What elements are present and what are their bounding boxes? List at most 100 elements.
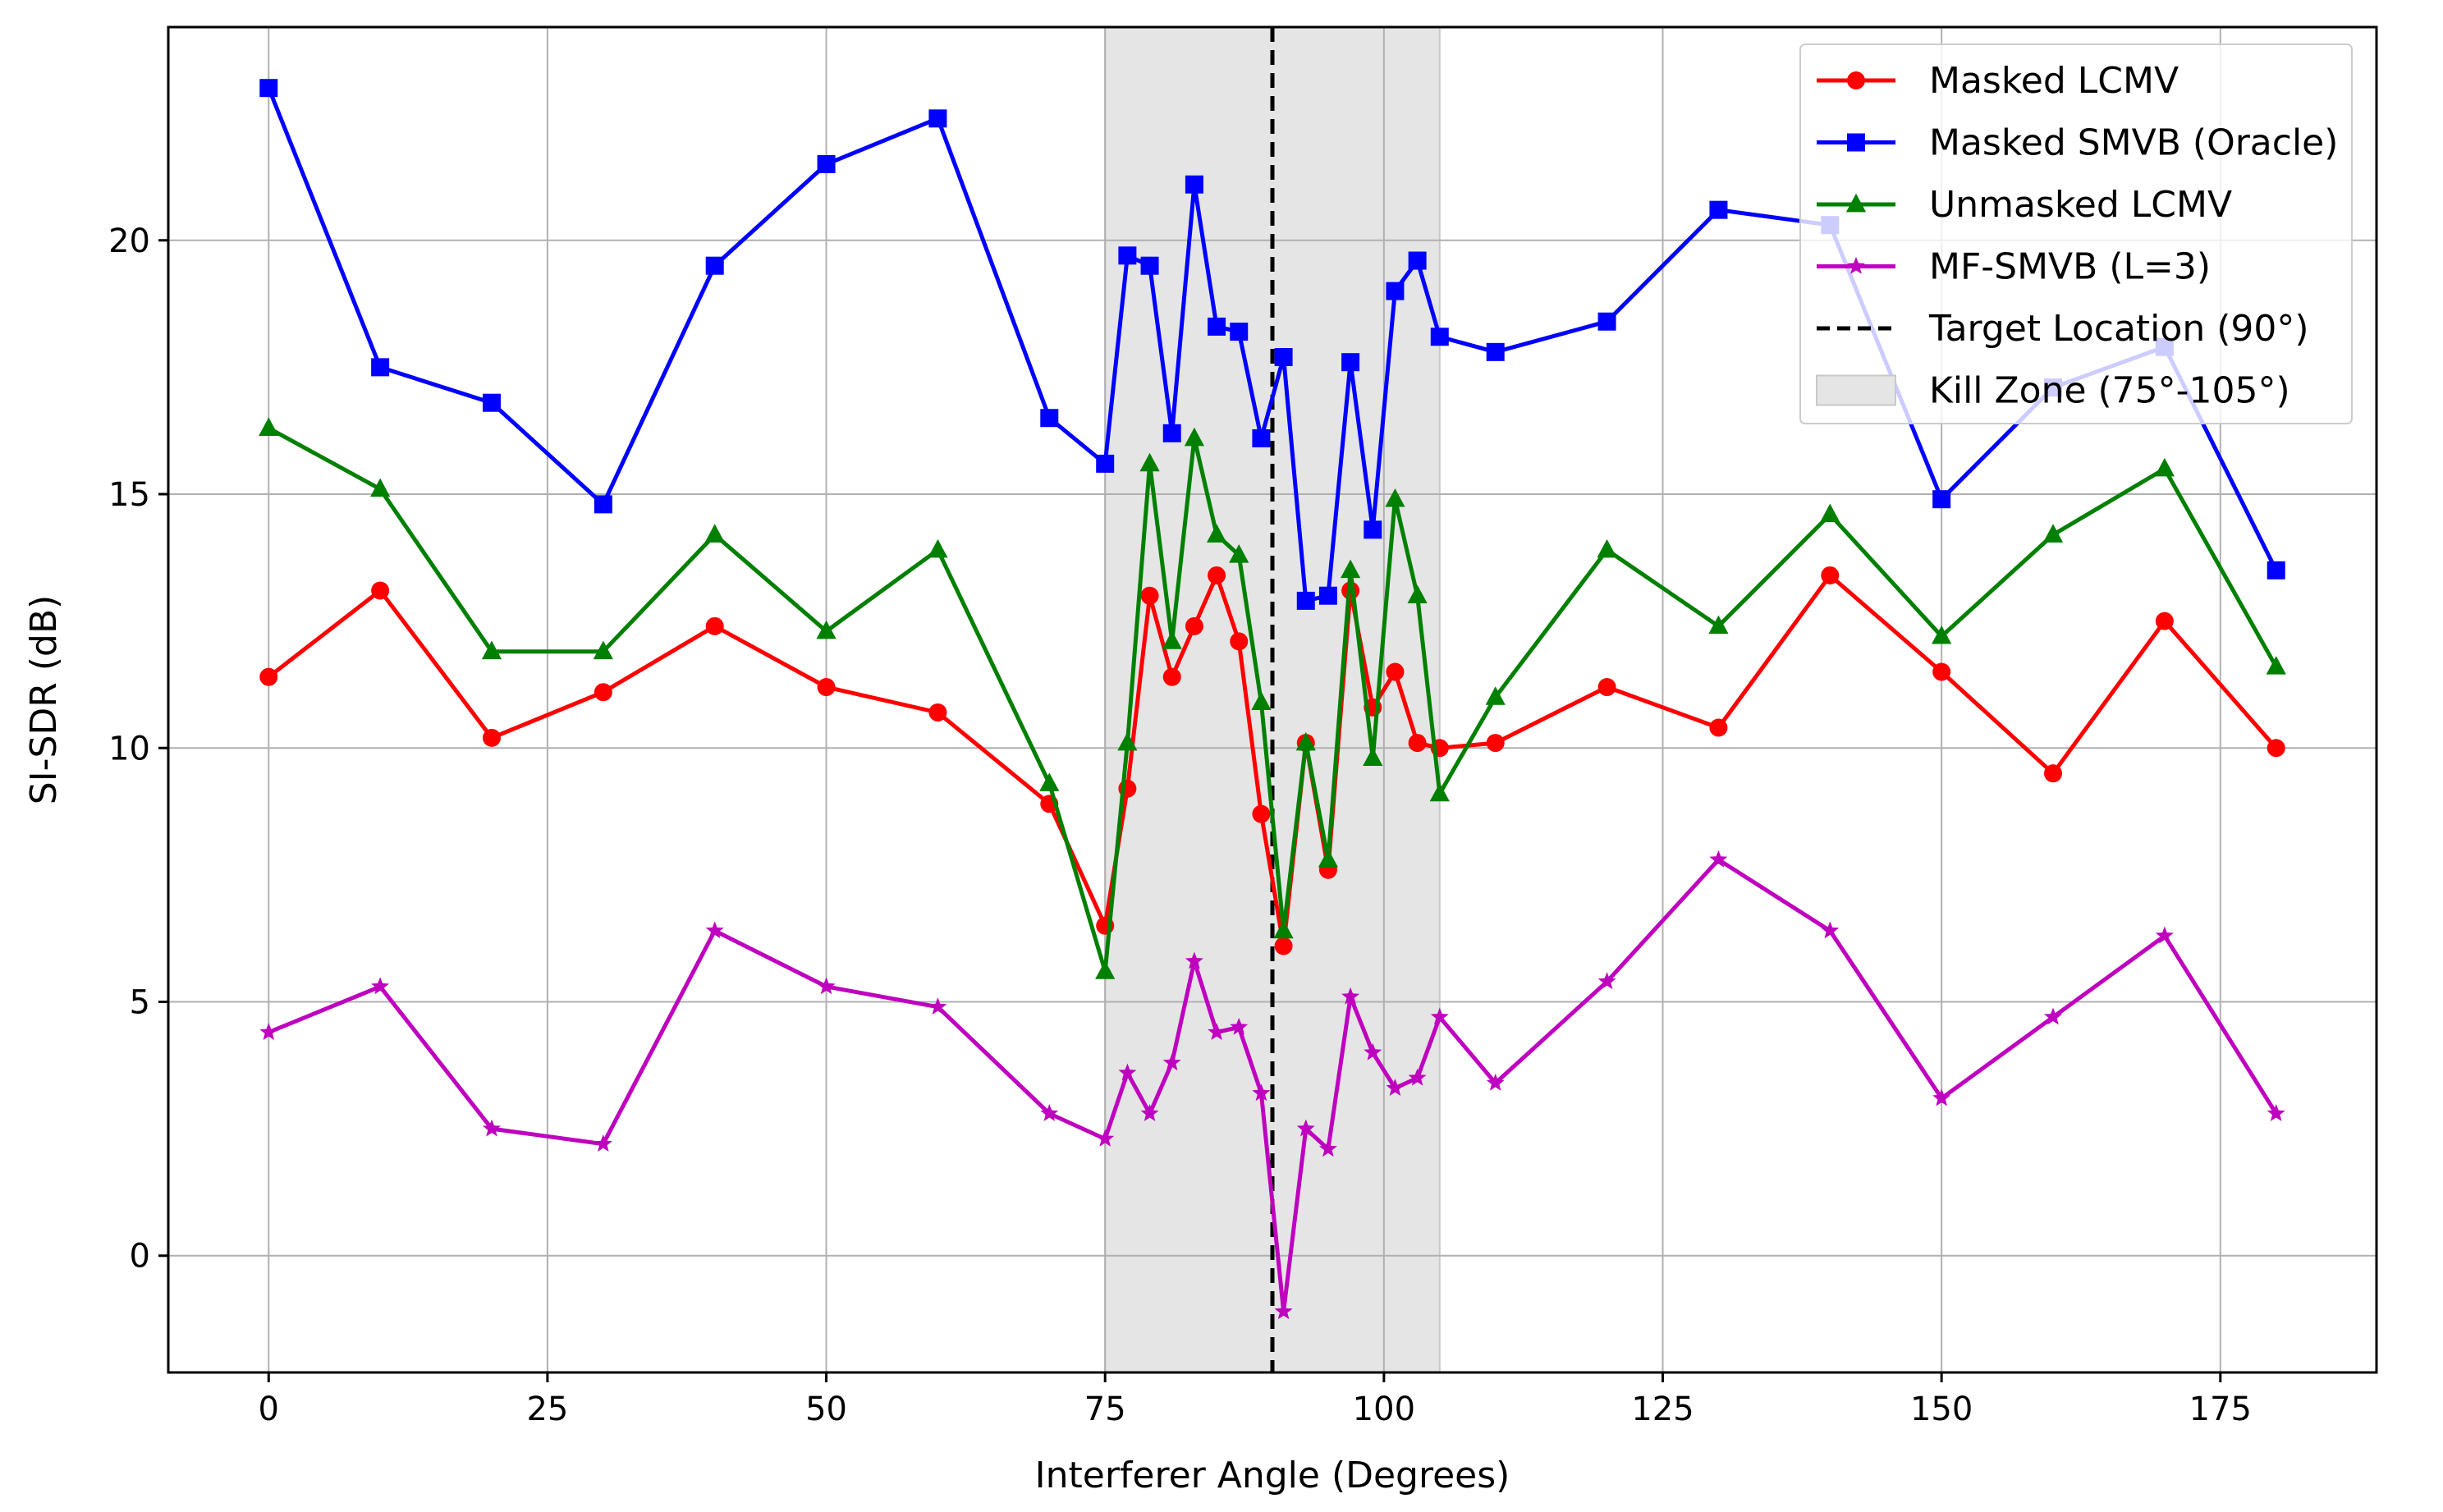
legend-marker: [1847, 256, 1865, 274]
y-tick-label: 20: [108, 222, 150, 260]
data-point: [1140, 256, 1159, 275]
data-point: [1932, 662, 1951, 681]
data-point: [928, 538, 948, 558]
data-point: [928, 703, 947, 722]
data-point: [1296, 591, 1315, 610]
data-point: [1230, 323, 1249, 341]
data-point: [1430, 1007, 1449, 1025]
data-point: [1274, 937, 1293, 955]
data-point: [1252, 804, 1271, 823]
data-point: [1117, 731, 1138, 751]
data-point: [1821, 566, 1840, 584]
data-point: [1364, 520, 1382, 539]
data-point: [1162, 630, 1182, 649]
legend-marker: [1845, 193, 1867, 213]
y-tick-label: 0: [130, 1238, 150, 1276]
series-3: [259, 850, 2285, 1320]
data-point: [2267, 739, 2285, 758]
data-point: [483, 1119, 501, 1137]
x-tick-label: 0: [259, 1391, 279, 1428]
legend-box: [1799, 44, 2353, 424]
data-point: [1229, 544, 1249, 563]
data-point: [1208, 566, 1226, 584]
x-tick-label: 75: [1084, 1391, 1126, 1428]
y-tick-label: 10: [108, 730, 150, 767]
data-point: [1386, 1079, 1405, 1096]
data-point: [1162, 1053, 1181, 1071]
data-point: [1206, 524, 1227, 543]
data-point: [1273, 919, 1294, 939]
data-point: [1096, 1129, 1115, 1147]
data-point: [1486, 1073, 1505, 1091]
data-point: [1140, 586, 1159, 605]
legend-label: MF-SMVB (L=3): [1929, 246, 2211, 288]
data-point: [259, 1023, 278, 1040]
x-tick-label: 125: [1631, 1391, 1694, 1428]
legend-patch: [1816, 374, 1896, 406]
x-tick-label: 150: [1910, 1391, 1973, 1428]
legend-entry: Masked LCMV: [1817, 60, 2179, 102]
data-point: [1318, 1139, 1337, 1157]
data-point: [482, 728, 501, 747]
data-point: [1230, 632, 1249, 651]
y-axis-label: SI-SDR (dB): [23, 595, 65, 805]
data-point: [1040, 409, 1059, 428]
data-point: [1485, 686, 1506, 705]
data-point: [1162, 667, 1181, 686]
data-point: [1295, 731, 1316, 751]
data-point: [1709, 200, 1728, 219]
data-point: [2155, 612, 2174, 630]
data-point: [2266, 656, 2286, 675]
data-point: [481, 640, 502, 660]
data-point: [1430, 328, 1449, 346]
data-point: [817, 154, 836, 173]
legend-entry: MF-SMVB (L=3): [1817, 246, 2211, 288]
data-point: [2154, 457, 2175, 477]
data-point: [2155, 926, 2174, 944]
legend-entry: Masked SMVB (Oracle): [1817, 122, 2338, 164]
data-point: [1252, 428, 1271, 447]
data-point: [1597, 678, 1616, 697]
data-point: [1386, 282, 1405, 300]
data-point: [1386, 662, 1405, 681]
legend-items: Masked LCMV Masked SMVB (Oracle) Unmasked …: [1816, 60, 2338, 412]
plot-frame: [167, 25, 2378, 1374]
data-point: [1096, 454, 1115, 473]
data-point: [1208, 1023, 1226, 1040]
series-line: [267, 573, 2278, 948]
data-point: [370, 478, 391, 497]
data-point: [594, 1134, 612, 1152]
data-point: [1407, 584, 1428, 604]
series-line: [268, 857, 2278, 1314]
data-point: [1140, 1104, 1159, 1121]
data-point: [817, 678, 836, 697]
data-point: [1408, 1068, 1427, 1086]
data-point: [1184, 427, 1204, 447]
series-2: [259, 417, 2286, 979]
data-point: [1709, 718, 1728, 737]
data-point: [1597, 972, 1616, 990]
legend-entry: Unmasked LCMV: [1817, 184, 2232, 226]
legend-label: Kill Zone (75°-105°): [1929, 370, 2290, 412]
data-point: [928, 997, 947, 1015]
x-tick-label: 50: [805, 1391, 847, 1428]
data-point: [1341, 353, 1360, 372]
data-point: [1408, 251, 1427, 270]
data-point: [1709, 850, 1728, 868]
y-tick-label: 5: [130, 984, 150, 1022]
data-point: [259, 79, 278, 98]
ticks-layer: 0 25 50 75 100 125 150 175 0 5 10 15 20: [108, 222, 2252, 1428]
data-point: [1341, 987, 1360, 1005]
legend-label: Masked SMVB (Oracle): [1929, 122, 2338, 164]
data-point: [705, 921, 724, 939]
data-point: [1597, 312, 1616, 331]
legend-entry: Target Location (90°): [1817, 308, 2309, 350]
data-point: [705, 616, 724, 635]
data-point: [259, 417, 279, 436]
data-point: [704, 524, 725, 543]
data-point: [1820, 503, 1840, 523]
legend-label: Unmasked LCMV: [1929, 184, 2232, 226]
data-point: [816, 620, 836, 639]
data-point: [1318, 849, 1339, 868]
